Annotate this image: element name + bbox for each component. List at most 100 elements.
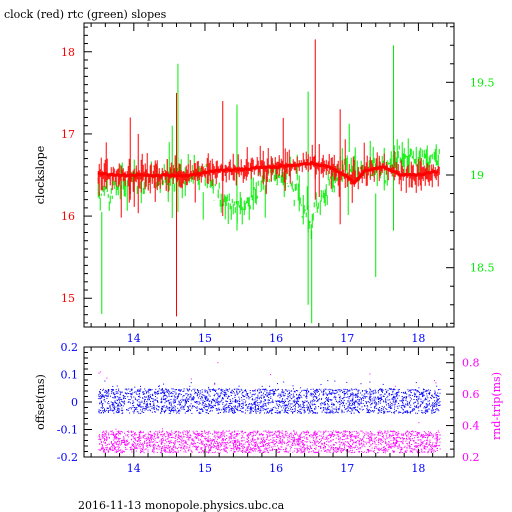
offset-point [246,393,248,395]
rndtrip-point [115,434,117,435]
offset-point [279,412,281,414]
rndtrip-point [262,440,264,441]
offset-point [277,412,279,414]
offset-point [303,405,304,407]
rndtrip-point [401,447,403,449]
offset-point [365,402,367,404]
rndtrip-point [323,435,325,437]
rndtrip-point [153,436,155,438]
rndtrip-point [267,444,269,446]
rndtrip-point [99,437,101,439]
rndtrip-point [230,438,232,440]
offset-point [380,394,382,396]
rndtrip-point [341,439,343,440]
rndtrip-point [226,452,228,454]
offset-point [189,397,191,399]
rndtrip-point [362,432,364,434]
rndtrip-point [303,446,305,448]
rndtrip-point [231,440,233,442]
offset-point [406,410,408,412]
rndtrip-point [178,441,180,443]
rndtrip-point [194,436,196,438]
offset-point [413,389,415,391]
rndtrip-point [344,446,345,448]
rndtrip-point [197,433,198,435]
offset-point [205,396,207,398]
rndtrip-point [175,435,177,437]
rndtrip-point [251,440,252,442]
rndtrip-point [156,437,158,439]
offset-point [171,406,173,408]
rndtrip-point [160,434,162,436]
offset-point [434,391,436,393]
offset-point [263,388,265,390]
rndtrip-point [313,451,315,453]
rndtrip-point [221,440,223,442]
rndtrip-point [350,436,352,437]
offset-point [258,406,259,408]
rndtrip-point [411,433,413,435]
offset-point [254,409,256,411]
offset-point [366,408,368,410]
rndtrip-point [278,448,280,450]
rndtrip-point [123,442,125,443]
rndtrip-point [103,435,105,437]
rndtrip-point [287,444,289,446]
rndtrip-point [359,444,361,446]
rndtrip-point [248,434,250,436]
rndtrip-point [222,440,224,442]
offset-point [244,412,246,414]
rndtrip-point [325,436,327,438]
offset-point [115,403,117,404]
offset-point [208,403,209,405]
offset-point [388,393,390,395]
offset-point [320,404,322,406]
rndtrip-point [400,438,401,440]
rndtrip-point [168,445,170,447]
rndtrip-point [112,431,114,433]
rndtrip-point [339,432,341,434]
rndtrip-point [113,434,115,435]
rndtrip-point [316,433,318,435]
rndtrip-point [316,436,318,438]
rndtrip-point [411,451,412,453]
rndtrip-point [215,448,217,449]
rndtrip-point [204,447,206,448]
rndtrip-point [406,451,407,453]
rndtrip-point [142,449,143,450]
rndtrip-point [262,452,264,454]
offset-point [306,397,308,399]
rndtrip-point [293,436,295,438]
rndtrip-point [249,442,251,443]
offset-point [433,396,435,398]
rndtrip-point [335,437,337,439]
rndtrip-point [312,438,314,440]
rndtrip-point [418,444,420,446]
offset-point [265,394,267,396]
rndtrip-point [172,436,174,438]
rndtrip-point [145,433,147,435]
offset-point [323,390,324,392]
offset-point [270,396,272,398]
offset-point [115,411,117,413]
offset-point [231,402,233,404]
rndtrip-point [260,440,262,442]
rndtrip-point [169,445,171,447]
offset-point [419,405,421,407]
offset-point [284,405,286,407]
rndtrip-point [383,450,385,452]
offset-point [208,388,210,390]
rndtrip-point [306,444,308,446]
rndtrip-point [272,440,274,442]
rndtrip-point [106,439,108,441]
offset-point [144,409,146,411]
rndtrip-point [337,431,339,433]
offset-point [218,395,220,397]
rndtrip-point [430,451,432,453]
rndtrip-point [391,443,393,445]
rndtrip-point [205,440,207,442]
rndtrip-point [267,435,269,437]
offset-point [384,406,385,408]
rndtrip-point [241,434,243,436]
offset-point [398,391,400,393]
